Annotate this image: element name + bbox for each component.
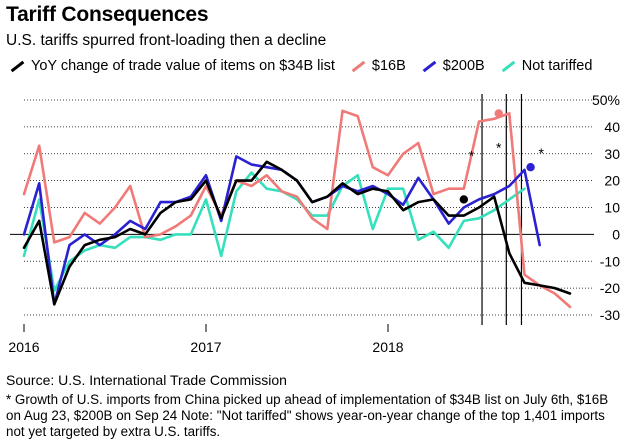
legend-label-16b: $16B: [371, 58, 406, 74]
legend-swatch-16b: [351, 60, 366, 72]
legend-item-not-tariffed: Not tariffed: [501, 58, 593, 74]
y-tick-label: 50%: [592, 92, 620, 108]
y-tick-label: 30: [604, 146, 620, 162]
y-tick-label: -20: [600, 280, 620, 296]
legend-label-200b: $200B: [442, 58, 485, 74]
legend-item-200b: $200B: [422, 58, 485, 74]
y-tick-label: 40: [604, 119, 620, 135]
chart-title: Tariff Consequences: [6, 3, 209, 26]
source-note: Source: U.S. International Trade Commiss…: [6, 372, 287, 388]
legend-swatch-34b: [10, 60, 25, 72]
chart-plot: 50% 40 30 20 10 0 -10 -20 -30 2016 2017 2018 * * *: [8, 92, 620, 355]
legend: YoY change of trade value of items on $3…: [10, 56, 608, 76]
y-tick-label: -30: [600, 307, 620, 323]
x-tick-label: 2018: [372, 339, 403, 355]
legend-label-not-tariffed: Not tariffed: [521, 58, 593, 74]
series-line-s16b: [22, 109, 572, 309]
legend-swatch-not-tariffed: [501, 60, 516, 72]
annotation-asterisk: *: [469, 147, 475, 163]
y-tick-label: 0: [612, 226, 620, 242]
footnote: * Growth of U.S. imports from China pick…: [6, 392, 609, 439]
legend-swatch-200b: [422, 60, 437, 72]
legend-item-34b: YoY change of trade value of items on $3…: [10, 58, 335, 74]
y-tick-label: -10: [600, 253, 620, 269]
x-tick-label: 2016: [8, 339, 39, 355]
chart-subtitle: U.S. tariffs spurred front-loading then …: [6, 32, 327, 49]
x-tick-label: 2017: [190, 339, 221, 355]
marker-s200b: [526, 162, 535, 172]
legend-label-34b: YoY change of trade value of items on $3…: [31, 58, 335, 74]
marker-s34b: [459, 195, 469, 204]
series-line-s34b: [22, 160, 572, 306]
y-tick-label: 10: [604, 200, 620, 216]
series-line-snot: [22, 171, 526, 293]
series-line-s200b: [22, 155, 542, 306]
legend-item-16b: $16B: [351, 58, 406, 74]
annotation-asterisk: *: [538, 145, 544, 161]
annotation-asterisk: *: [496, 139, 502, 155]
marker-s16b: [494, 109, 503, 118]
y-tick-label: 20: [604, 173, 620, 189]
